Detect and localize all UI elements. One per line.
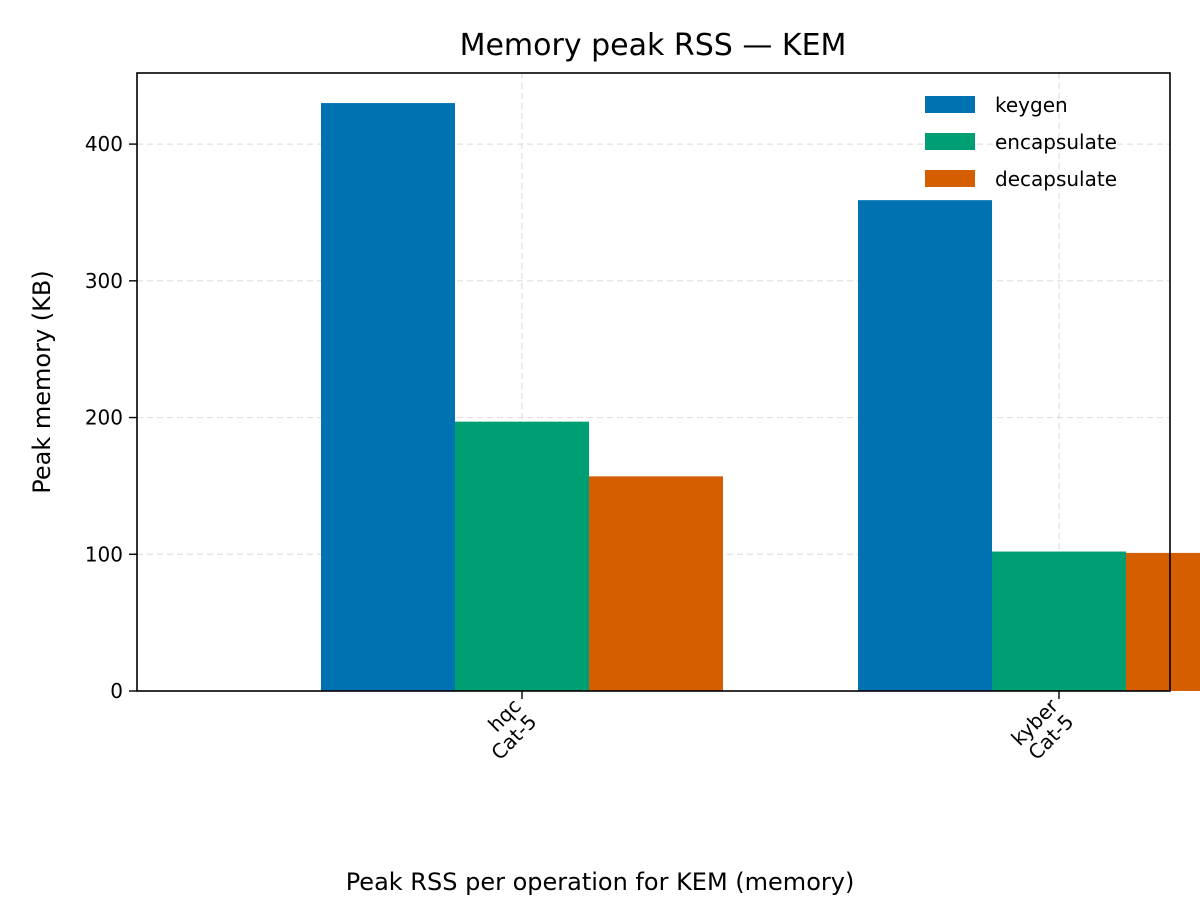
bar-keygen (858, 200, 992, 692)
plot-frame (136, 72, 1171, 692)
bars-layer (321, 103, 1200, 692)
legend: keygen encapsulate decapsulate (925, 93, 1117, 191)
legend-swatch-keygen (925, 96, 975, 113)
legend-label-decapsulate: decapsulate (995, 167, 1117, 191)
y-tick-label: 400 (85, 132, 123, 156)
y-tick-label: 200 (85, 406, 123, 430)
legend-swatch-encapsulate (925, 133, 975, 150)
y-tick-label: 0 (110, 679, 123, 703)
chart-title: Memory peak RSS — KEM (460, 28, 847, 63)
legend-label-encapsulate: encapsulate (995, 130, 1117, 154)
y-axis-label: Peak memory (KB) (28, 270, 56, 493)
chart-caption: Peak RSS per operation for KEM (memory) (346, 868, 855, 896)
bar-encapsulate (992, 551, 1126, 691)
bar-decapsulate (1126, 552, 1200, 691)
bar-encapsulate (455, 421, 589, 691)
bar-decapsulate (589, 476, 723, 691)
legend-swatch-decapsulate (925, 170, 975, 187)
y-tick-label: 100 (85, 542, 123, 566)
bar-keygen (321, 103, 455, 691)
y-tick-label: 300 (85, 269, 123, 293)
legend-label-keygen: keygen (995, 93, 1068, 117)
